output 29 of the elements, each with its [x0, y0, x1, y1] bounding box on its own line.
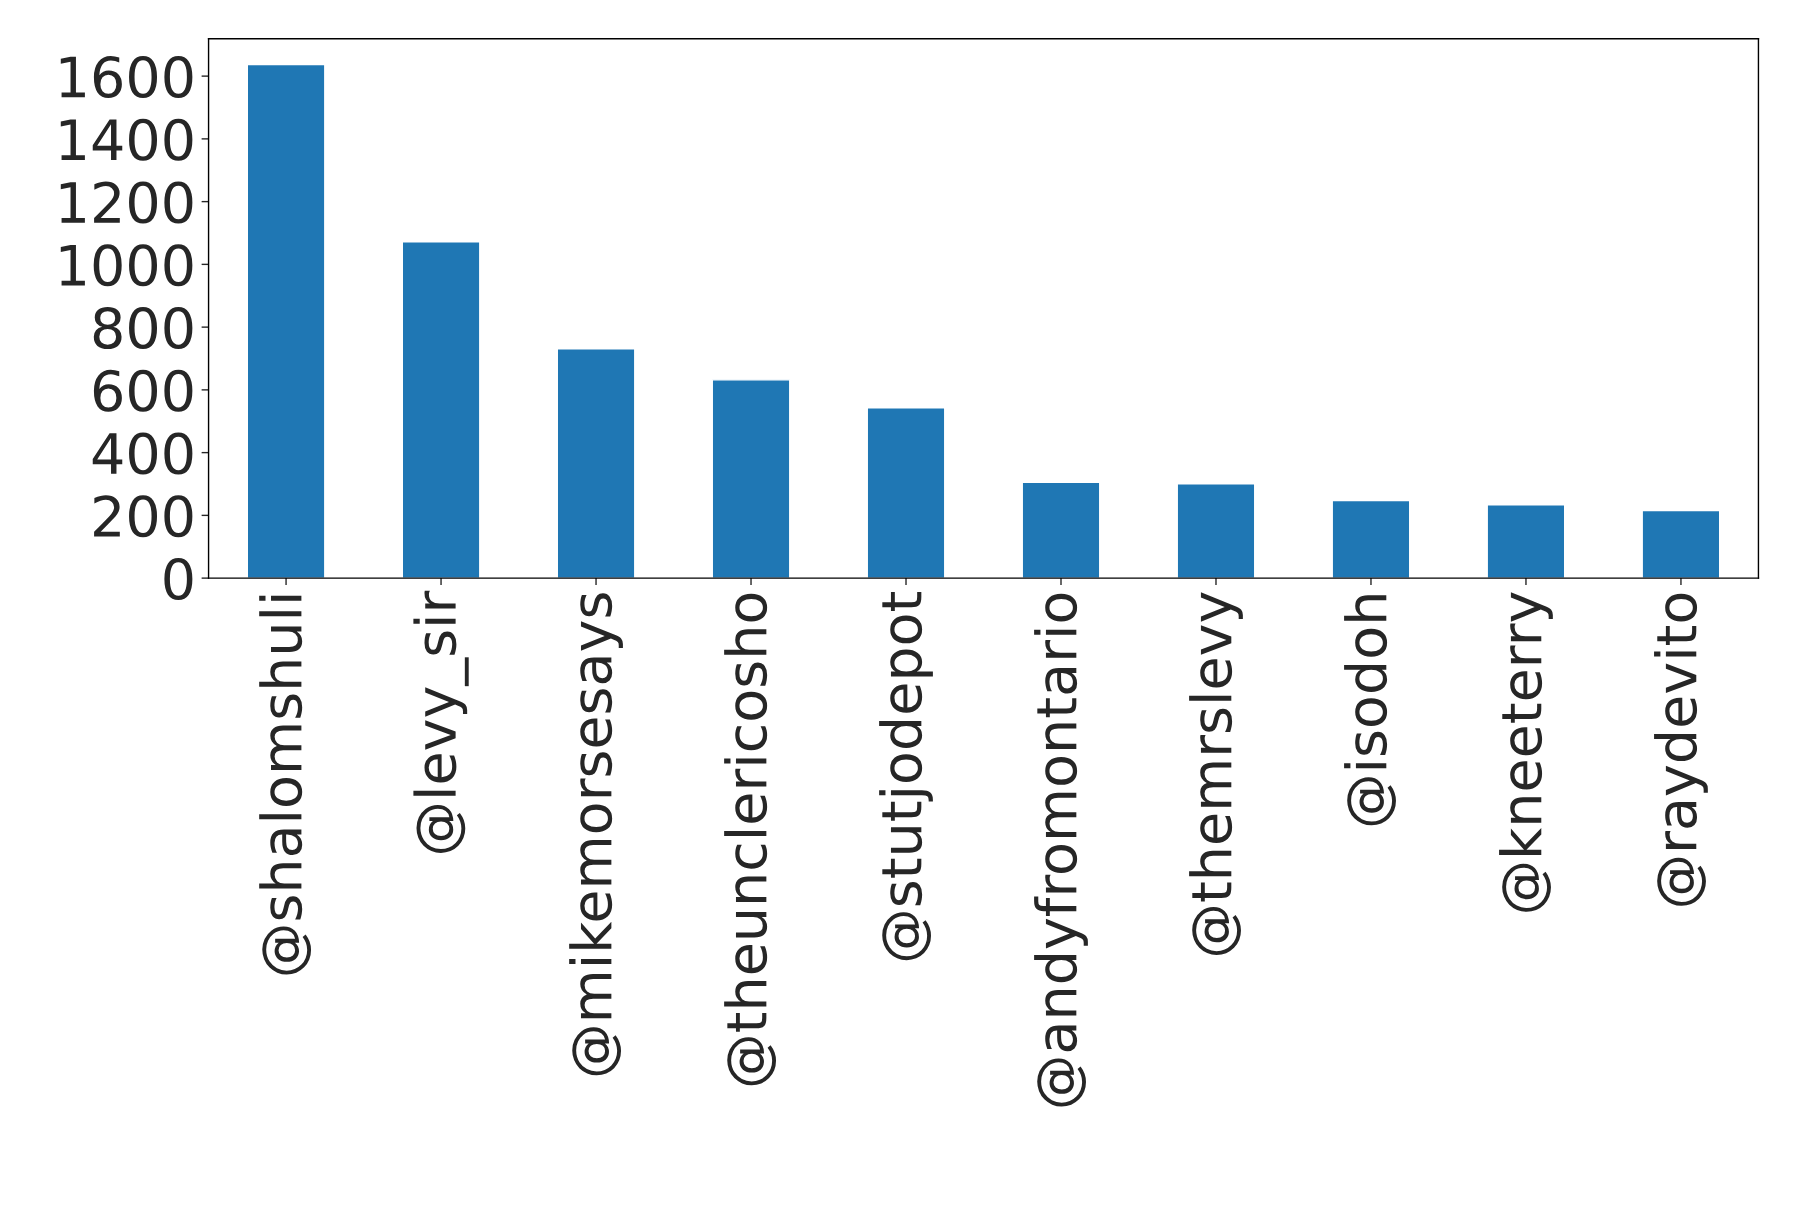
bar [1486, 504, 1566, 579]
bar [1641, 509, 1721, 579]
bar [246, 63, 326, 579]
x-tick-label: @andyfromontario [1034, 593, 1088, 1107]
y-tick-label: 400 [92, 432, 193, 475]
y-tick-label: 1600 [60, 55, 193, 99]
bar [711, 379, 791, 579]
y-tick-label: 1000 [60, 244, 193, 287]
x-tick-label: @isodoh [1344, 595, 1396, 826]
y-tick-label: 1400 [60, 118, 193, 161]
bar [1176, 482, 1256, 579]
y-tick-label: 600 [93, 369, 193, 412]
bar [401, 241, 481, 579]
x-tick-label: @levy_sir [413, 590, 469, 853]
x-tick-label: @theunclericosho [724, 593, 777, 1086]
x-tick-label: @raydevito [1654, 593, 1708, 906]
x-tick-label: @mikemorsesays [569, 593, 623, 1076]
bar [866, 407, 946, 579]
x-tick-label: @themrslevy [1189, 592, 1243, 955]
y-tick-label: 1200 [60, 181, 193, 224]
y-tick-label: 800 [93, 307, 193, 350]
x-tick-label: @shalomshuli [259, 595, 312, 975]
x-tick-label: @stutjodepot [879, 591, 933, 961]
y-tick-label: 0 [164, 558, 193, 601]
x-tick-label: @kneeterry [1499, 592, 1553, 912]
bar [1021, 481, 1101, 579]
bar [556, 348, 636, 579]
bar [1331, 499, 1411, 579]
y-tick-label: 200 [94, 495, 193, 538]
